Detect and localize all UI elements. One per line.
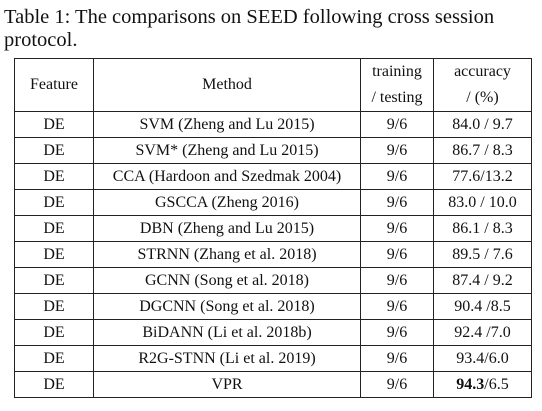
accuracy-value: 86.7 / 8.3 xyxy=(452,141,513,159)
cell-split: 9/6 xyxy=(360,371,434,398)
accuracy-value: 89.5 / 7.6 xyxy=(452,245,513,263)
accuracy-value: 90.4 /8.5 xyxy=(454,297,511,315)
cell-method: SVM (Zheng and Lu 2015) xyxy=(93,111,361,138)
cell-accuracy: 90.4 /8.5 xyxy=(433,293,532,320)
cell-split: 9/6 xyxy=(360,111,434,138)
table-row: DE BiDANN (Li et al. 2018b) 9/6 92.4 /7.… xyxy=(14,319,532,346)
table-row: DE R2G-STNN (Li et al. 2019) 9/6 93.4/6.… xyxy=(14,345,532,372)
table-caption: Table 1: The comparisons on SEED followi… xyxy=(4,6,495,51)
cell-method: DBN (Zheng and Lu 2015) xyxy=(93,215,361,242)
cell-split: 9/6 xyxy=(360,267,434,294)
header-training-line1: training xyxy=(372,63,422,80)
table-row: DE GCNN (Song et al. 2018) 9/6 87.4 / 9.… xyxy=(14,267,532,294)
cell-method: DGCNN (Song et al. 2018) xyxy=(93,293,361,320)
cell-feature: DE xyxy=(14,163,94,190)
cell-method: VPR xyxy=(93,371,361,398)
cell-feature: DE xyxy=(14,215,94,242)
cell-split: 9/6 xyxy=(360,163,434,190)
table-row: DE STRNN (Zhang et al. 2018) 9/6 89.5 / … xyxy=(14,241,532,268)
cell-accuracy: 93.4/6.0 xyxy=(433,345,532,372)
cell-accuracy: 94.3/6.5 xyxy=(433,371,532,398)
accuracy-value: 87.4 / 9.2 xyxy=(452,271,513,289)
table-row: DE DGCNN (Song et al. 2018) 9/6 90.4 /8.… xyxy=(14,293,532,320)
header-accuracy-line2: / (%) xyxy=(466,89,499,106)
cell-split: 9/6 xyxy=(360,189,434,216)
cell-accuracy: 86.1 / 8.3 xyxy=(433,215,532,242)
cell-method: CCA (Hardoon and Szedmak 2004) xyxy=(93,163,361,190)
accuracy-value: 83.0 / 10.0 xyxy=(448,193,517,211)
cell-accuracy: 87.4 / 9.2 xyxy=(433,267,532,294)
cell-accuracy: 92.4 /7.0 xyxy=(433,319,532,346)
cell-feature: DE xyxy=(14,345,94,372)
header-training-testing: training / testing xyxy=(360,58,434,112)
cell-method: STRNN (Zhang et al. 2018) xyxy=(93,241,361,268)
header-accuracy: accuracy / (%) xyxy=(433,58,532,112)
cell-method: R2G-STNN (Li et al. 2019) xyxy=(93,345,361,372)
cell-split: 9/6 xyxy=(360,137,434,164)
cell-method: GSCCA (Zheng 2016) xyxy=(93,189,361,216)
accuracy-value: 77.6/13.2 xyxy=(452,167,513,185)
cell-split: 9/6 xyxy=(360,345,434,372)
cell-feature: DE xyxy=(14,371,94,398)
table-row: DE SVM* (Zheng and Lu 2015) 9/6 86.7 / 8… xyxy=(14,137,532,164)
cell-accuracy: 83.0 / 10.0 xyxy=(433,189,532,216)
cell-split: 9/6 xyxy=(360,241,434,268)
cell-accuracy: 84.0 / 9.7 xyxy=(433,111,532,138)
header-method: Method xyxy=(93,58,361,112)
accuracy-value: 93.4/6.0 xyxy=(456,349,509,367)
cell-feature: DE xyxy=(14,241,94,268)
cell-feature: DE xyxy=(14,319,94,346)
table-row: DE GSCCA (Zheng 2016) 9/6 83.0 / 10.0 xyxy=(14,189,532,216)
header-training-line2: / testing xyxy=(371,89,423,106)
table-row: DE CCA (Hardoon and Szedmak 2004) 9/6 77… xyxy=(14,163,532,190)
cell-feature: DE xyxy=(14,111,94,138)
cell-split: 9/6 xyxy=(360,215,434,242)
cell-feature: DE xyxy=(14,267,94,294)
table-row: DE DBN (Zheng and Lu 2015) 9/6 86.1 / 8.… xyxy=(14,215,532,242)
cell-split: 9/6 xyxy=(360,319,434,346)
table-row: DE SVM (Zheng and Lu 2015) 9/6 84.0 / 9.… xyxy=(14,111,532,138)
accuracy-value: 86.1 / 8.3 xyxy=(452,219,513,237)
accuracy-std-value: /6.5 xyxy=(484,375,509,393)
accuracy-value: 84.0 / 9.7 xyxy=(452,115,513,133)
cell-split: 9/6 xyxy=(360,293,434,320)
comparison-table: Feature Method training / testing accura… xyxy=(14,58,532,398)
cell-feature: DE xyxy=(14,293,94,320)
cell-feature: DE xyxy=(14,189,94,216)
table-header-row: Feature Method training / testing accura… xyxy=(14,58,532,112)
cell-accuracy: 86.7 / 8.3 xyxy=(433,137,532,164)
best-accuracy-value: 94.3 xyxy=(456,375,485,393)
cell-feature: DE xyxy=(14,137,94,164)
cell-accuracy: 89.5 / 7.6 xyxy=(433,241,532,268)
accuracy-value: 92.4 /7.0 xyxy=(454,323,511,341)
table-row: DE VPR 9/6 94.3/6.5 xyxy=(14,371,532,398)
cell-method: SVM* (Zheng and Lu 2015) xyxy=(93,137,361,164)
cell-accuracy: 77.6/13.2 xyxy=(433,163,532,190)
cell-method: BiDANN (Li et al. 2018b) xyxy=(93,319,361,346)
header-accuracy-line1: accuracy xyxy=(454,63,511,80)
header-feature: Feature xyxy=(14,58,94,112)
cell-method: GCNN (Song et al. 2018) xyxy=(93,267,361,294)
